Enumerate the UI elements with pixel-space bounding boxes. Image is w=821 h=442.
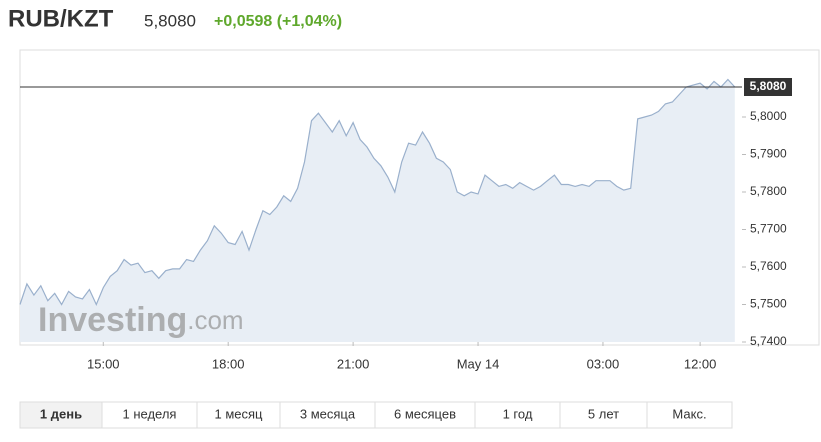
x-tick-label: 03:00 — [587, 356, 620, 371]
title: RUB/KZT — [8, 5, 114, 32]
plot-frame — [19, 49, 820, 346]
x-tick-label: 21:00 — [337, 356, 370, 371]
period-tab[interactable] — [101, 401, 198, 429]
period-tab[interactable] — [19, 401, 103, 429]
period-tab-label[interactable]: 1 год — [503, 406, 533, 421]
period-tab[interactable] — [646, 401, 733, 429]
period-tab-label[interactable]: 1 неделя — [123, 406, 177, 421]
period-tab-label[interactable]: 1 месяц — [215, 406, 264, 421]
current-price-label: 5,8080 — [750, 79, 787, 93]
period-tab-label[interactable]: 6 месяцев — [394, 406, 456, 421]
x-tick-label: May 14 — [457, 356, 500, 371]
watermark-brand: Investing — [38, 301, 187, 339]
x-tick-label: 18:00 — [212, 356, 245, 371]
period-tab[interactable] — [374, 401, 476, 429]
line — [19, 78, 736, 306]
change: +0,0598 (+1,04%) — [214, 13, 342, 30]
y-tick-label: 5,7500 — [750, 297, 787, 311]
period-tab-label[interactable]: 3 месяца — [300, 406, 356, 421]
y-tick-label: 5,7400 — [750, 334, 787, 348]
y-tick-label: 5,8000 — [750, 109, 787, 123]
current-price-box — [744, 78, 792, 96]
period-tab-label[interactable]: 1 день — [40, 406, 82, 421]
price: 5,8080 — [144, 11, 196, 30]
y-tick-label: 5,7600 — [750, 259, 787, 273]
period-tab-label[interactable]: 5 лет — [588, 406, 619, 421]
x-tick-label: 15:00 — [87, 356, 120, 371]
x-tick-label: 12:00 — [684, 356, 717, 371]
watermark: Investing.com — [38, 301, 244, 339]
y-tick-label: 5,7700 — [750, 222, 787, 236]
period-tab[interactable] — [279, 401, 376, 429]
period-tab-label[interactable]: Макс. — [672, 406, 706, 421]
period-tab[interactable] — [196, 401, 281, 429]
period-tab[interactable] — [474, 401, 561, 429]
y-tick-label: 5,7900 — [750, 147, 787, 161]
y-tick-label: 5,7800 — [750, 184, 787, 198]
area — [20, 79, 735, 342]
watermark-domain: .com — [187, 305, 243, 335]
period-tab[interactable] — [559, 401, 648, 429]
